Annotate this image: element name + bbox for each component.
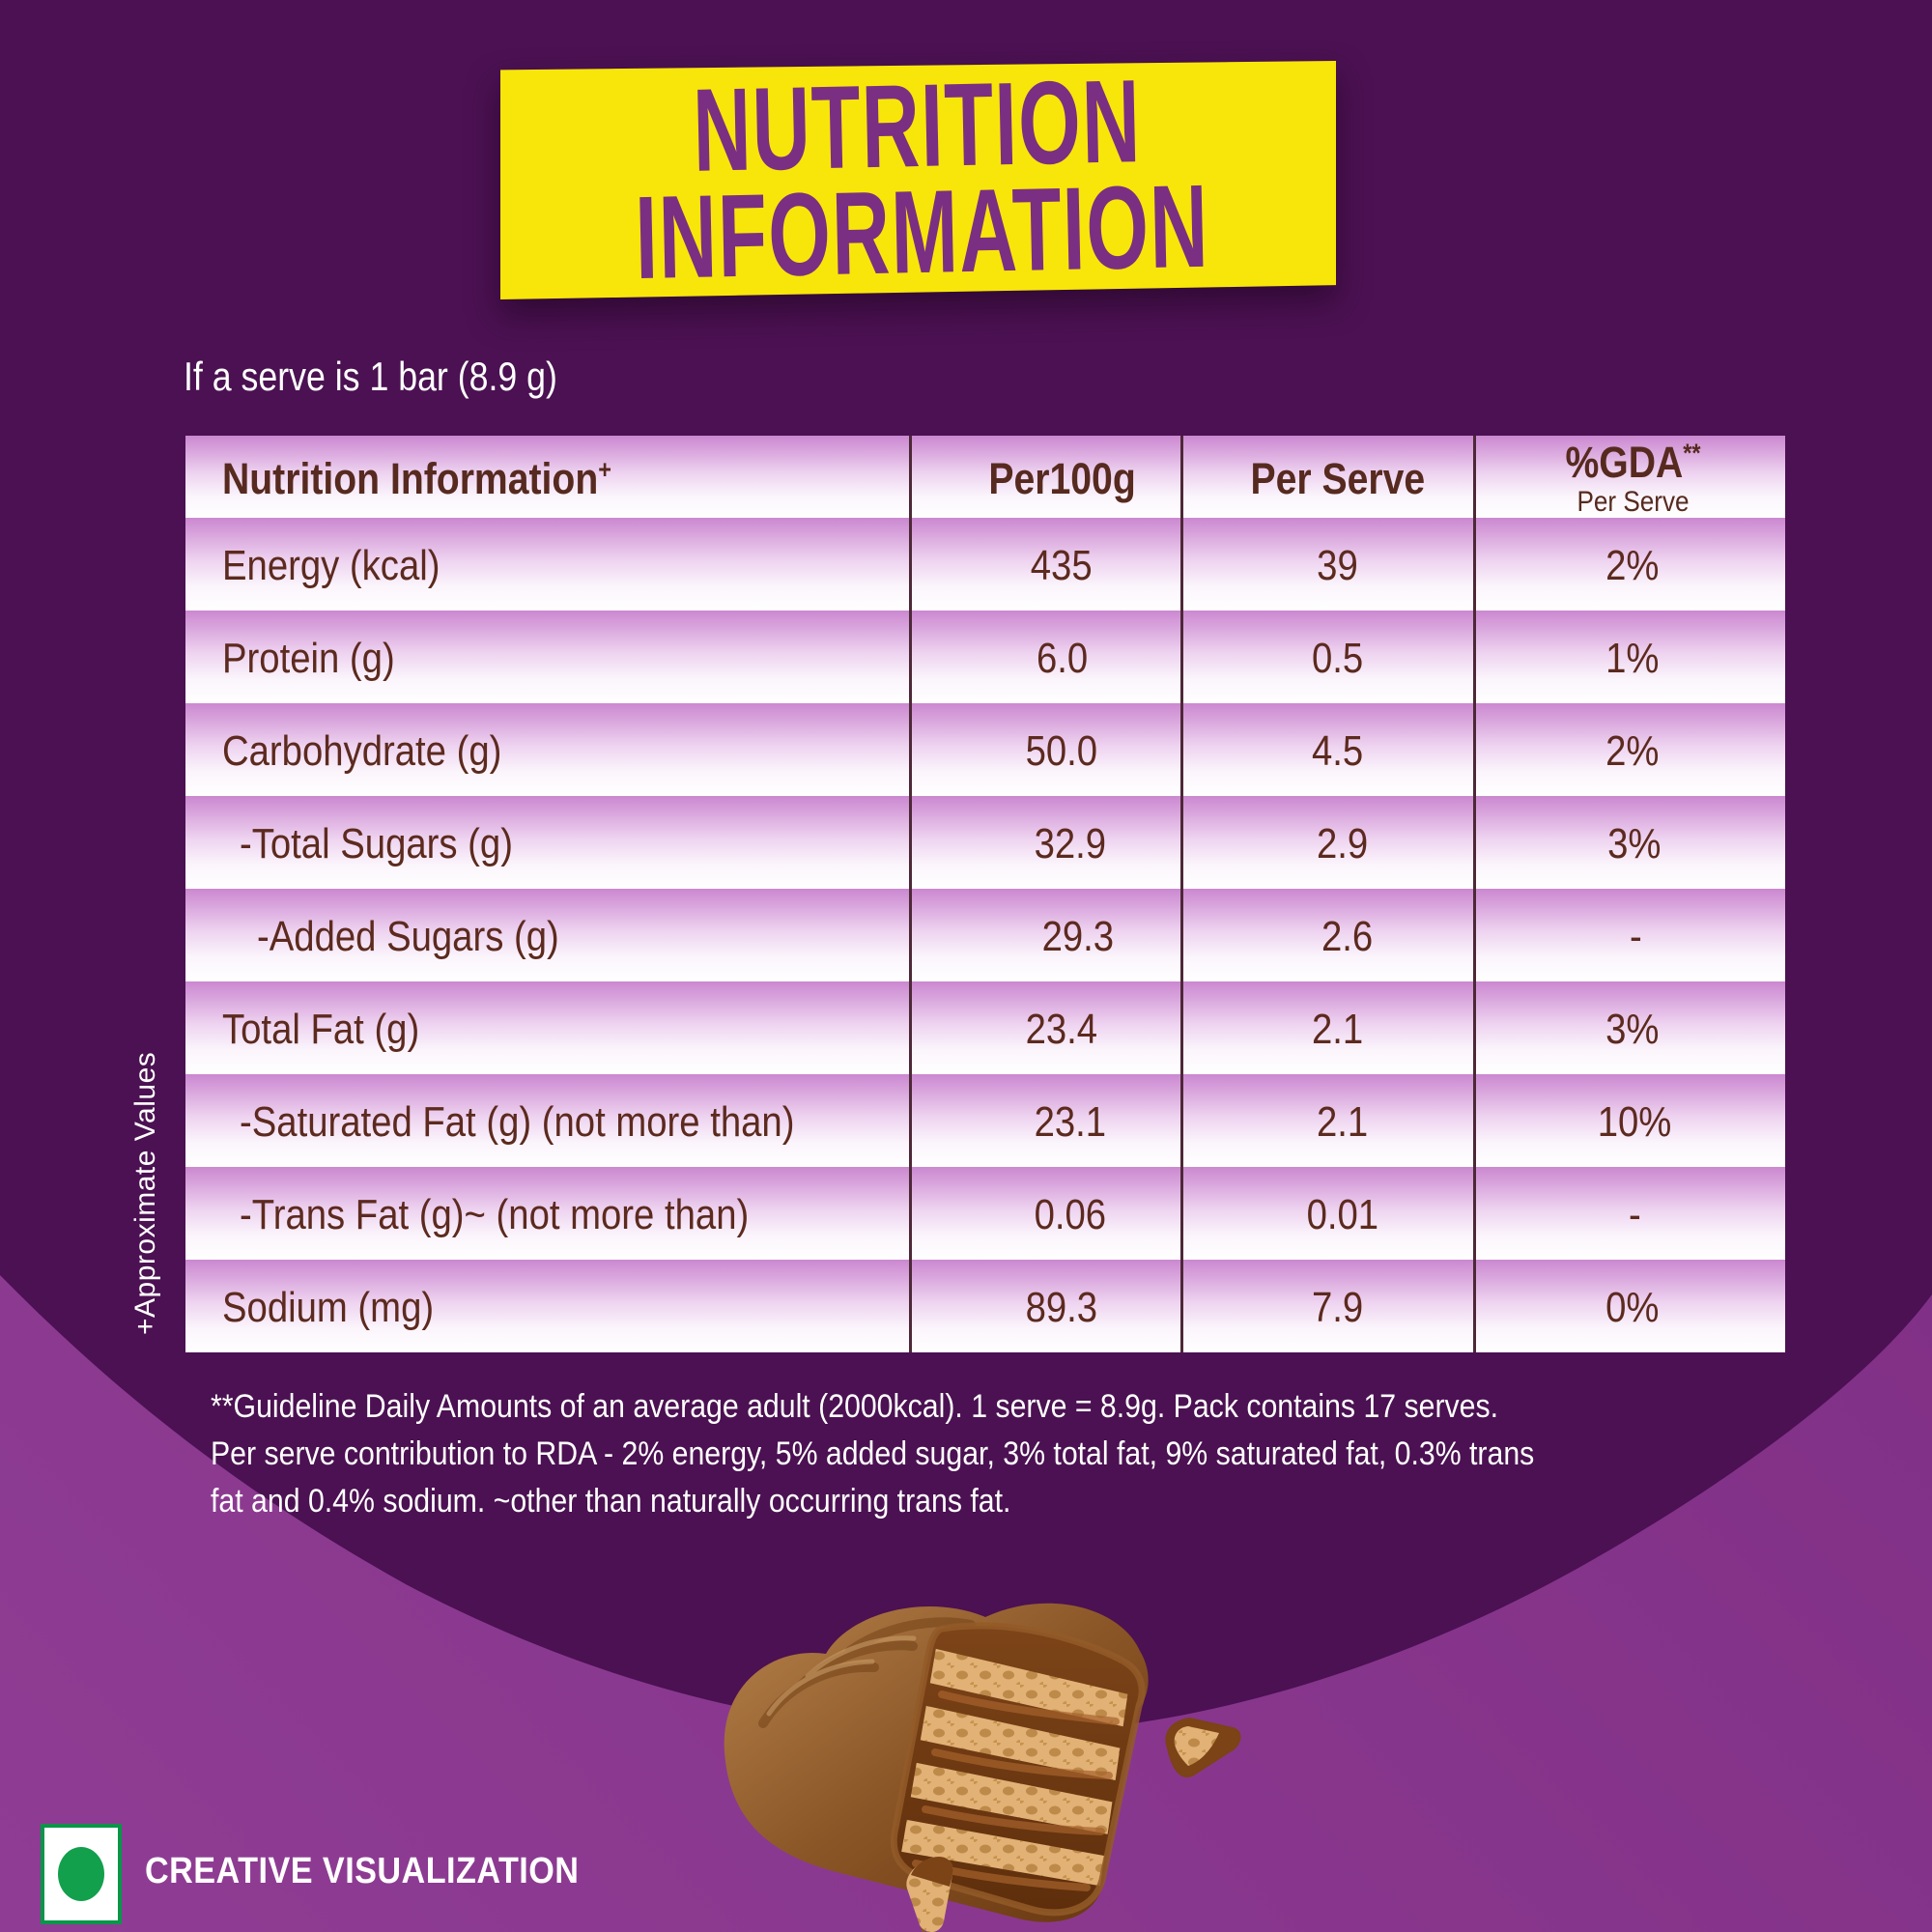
- footnote-line: **Guideline Daily Amounts of an average …: [211, 1388, 1499, 1425]
- value-gda-per-serve: -: [1628, 1191, 1641, 1238]
- footnote-line: Per serve contribution to RDA - 2% energ…: [211, 1435, 1535, 1472]
- table-row: Sodium (mg) 89.3 7.9 0%: [185, 1260, 1785, 1352]
- row-label: -Saturated Fat (g) (not more than): [240, 1098, 795, 1146]
- value-gda-per-serve: 0%: [1605, 1284, 1660, 1331]
- header-gda-per-serve: %GDA** Per Serve: [1565, 438, 1701, 518]
- value-gda-per-serve: 10%: [1597, 1098, 1672, 1146]
- column-divider-3: [1473, 436, 1476, 1352]
- page-title: NUTRITION INFORMATION: [498, 55, 1338, 304]
- value-per-serve: 2.9: [1316, 820, 1369, 867]
- wafer-layer: [910, 1762, 1113, 1834]
- serve-note: If a serve is 1 bar (8.9 g): [184, 354, 557, 399]
- chocolate-bar: [724, 1603, 1149, 1932]
- broken-piece: [1165, 1718, 1241, 1777]
- header-per-serve: Per Serve: [1250, 453, 1425, 503]
- table-row: Energy (kcal) 435 39 2%: [185, 518, 1785, 611]
- table-row: -Trans Fat (g)~ (not more than) 0.06 0.01 -: [185, 1167, 1785, 1260]
- table-row: -Total Sugars (g) 32.9 2.9 3%: [185, 796, 1785, 889]
- header-per-100g: Per100g: [987, 453, 1136, 503]
- table-row: Total Fat (g) 23.4 2.1 3%: [185, 981, 1785, 1074]
- value-gda-per-serve: -: [1630, 913, 1643, 960]
- value-per-100g: 23.4: [1025, 1006, 1098, 1053]
- wafer-layer: [901, 1819, 1105, 1887]
- column-divider-2: [1180, 436, 1183, 1352]
- wafer-crumb: [906, 1856, 953, 1932]
- value-per-serve: 2.6: [1321, 913, 1374, 960]
- value-per-100g: 89.3: [1025, 1284, 1098, 1331]
- value-per-serve: 0.5: [1311, 635, 1363, 682]
- value-per-serve: 7.9: [1311, 1284, 1363, 1331]
- wafer-layer: [929, 1648, 1128, 1727]
- value-per-100g: 0.06: [1034, 1191, 1106, 1238]
- row-label: -Added Sugars (g): [257, 913, 559, 960]
- veg-dot-icon: [58, 1847, 104, 1901]
- value-gda-per-serve: 2%: [1605, 727, 1660, 775]
- row-label: -Trans Fat (g)~ (not more than): [240, 1191, 750, 1238]
- column-divider-1: [909, 436, 912, 1352]
- value-per-serve: 39: [1317, 542, 1358, 589]
- value-per-100g: 6.0: [1036, 635, 1088, 682]
- table-header-row: Nutrition Information+ Per100g Per Serve…: [185, 436, 1785, 518]
- value-per-100g: 435: [1031, 542, 1094, 589]
- creative-visualization-label: CREATIVE VISUALIZATION: [145, 1851, 580, 1891]
- veg-mark: [41, 1824, 122, 1924]
- row-label: Sodium (mg): [222, 1284, 435, 1331]
- table-row: -Saturated Fat (g) (not more than) 23.1 2.…: [185, 1074, 1785, 1167]
- value-gda-per-serve: 3%: [1607, 820, 1662, 867]
- table-row: Carbohydrate (g) 50.0 4.5 2%: [185, 703, 1785, 796]
- value-per-serve: 2.1: [1311, 1006, 1363, 1053]
- table-row: -Added Sugars (g) 29.3 2.6 -: [185, 889, 1785, 981]
- row-label: -Total Sugars (g): [240, 820, 513, 867]
- value-gda-per-serve: 2%: [1605, 542, 1660, 589]
- header-nutrition-information: Nutrition Information+: [222, 453, 612, 503]
- chocolate-bar-illustration: [724, 1603, 1241, 1932]
- row-label: Carbohydrate (g): [222, 727, 502, 775]
- value-per-100g: 23.1: [1034, 1098, 1106, 1146]
- table-row: Protein (g) 6.0 0.5 1%: [185, 611, 1785, 703]
- value-gda-per-serve: 3%: [1605, 1006, 1660, 1053]
- value-per-serve: 2.1: [1316, 1098, 1369, 1146]
- footnote-line: fat and 0.4% sodium. ~other than natural…: [211, 1483, 1011, 1520]
- wafer-layer: [920, 1705, 1121, 1780]
- value-gda-per-serve: 1%: [1605, 635, 1660, 682]
- row-label: Protein (g): [222, 635, 395, 682]
- nutrition-banner: NUTRITION INFORMATION: [498, 55, 1338, 304]
- value-per-100g: 32.9: [1034, 820, 1106, 867]
- footnote: **Guideline Daily Amounts of an average …: [211, 1383, 1679, 1525]
- row-label: Total Fat (g): [222, 1006, 420, 1053]
- side-note-approximate-values: +Approximate Values: [129, 1051, 161, 1335]
- value-per-100g: 50.0: [1025, 727, 1098, 775]
- value-per-serve: 0.01: [1306, 1191, 1378, 1238]
- value-per-100g: 29.3: [1041, 913, 1114, 960]
- banner-background: [500, 61, 1336, 299]
- value-per-serve: 4.5: [1311, 727, 1363, 775]
- banner-title-line2: INFORMATION: [634, 159, 1210, 304]
- nutrition-table: Nutrition Information+ Per100g Per Serve…: [185, 436, 1785, 1352]
- row-label: Energy (kcal): [222, 542, 440, 589]
